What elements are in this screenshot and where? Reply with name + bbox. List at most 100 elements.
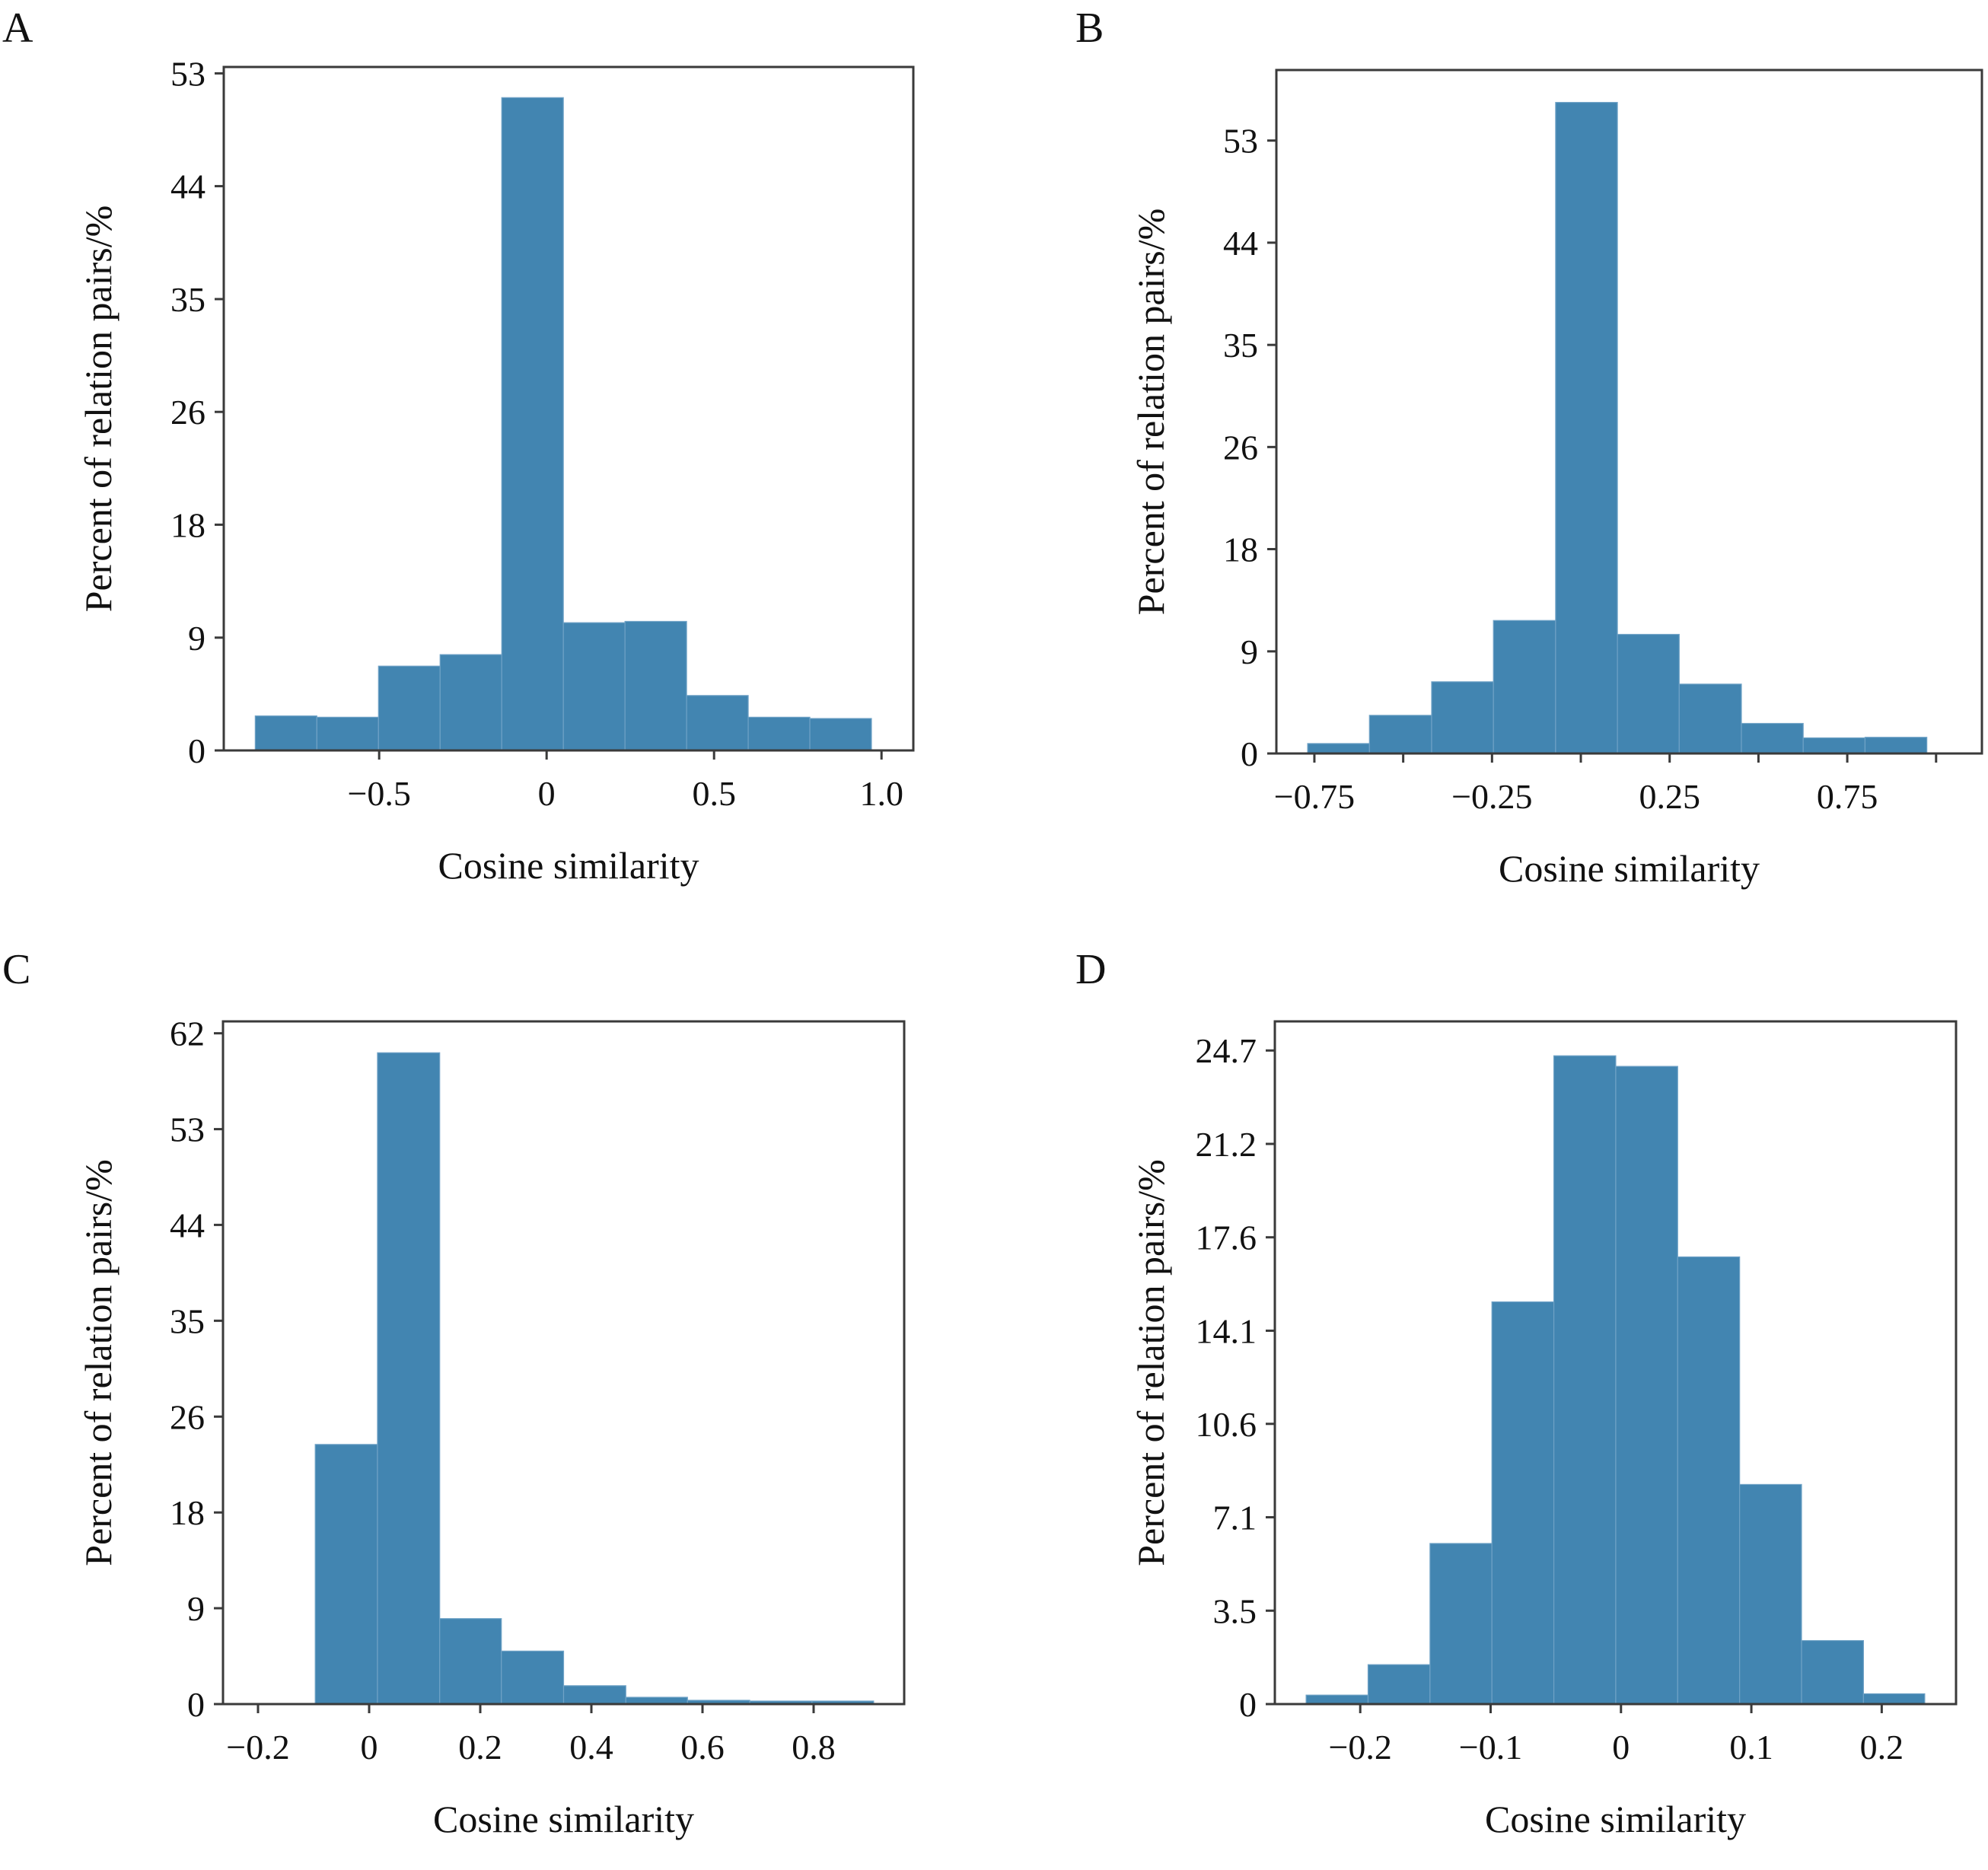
x-tick-label: 0.75 <box>1817 777 1878 816</box>
histogram-bar <box>1307 743 1370 754</box>
x-tick-label: 0 <box>360 1728 378 1766</box>
y-ticks: 0 9 18 26 35 44 53 62 <box>170 1015 223 1724</box>
y-tick-label: 26 <box>170 1397 205 1436</box>
histogram-bar <box>747 716 811 751</box>
x-axis-label: Cosine similarity <box>438 844 699 887</box>
panel-label: B <box>1075 5 1104 52</box>
histogram-bar <box>1677 1256 1741 1705</box>
y-tick-label: 24.7 <box>1196 1031 1257 1070</box>
x-tick-label: 0.1 <box>1729 1728 1773 1766</box>
y-tick-label: 9 <box>187 1589 205 1628</box>
y-tick-label: 18 <box>170 505 205 544</box>
panel-label: A <box>2 5 33 52</box>
panel-a: A −0.5 0 0.5 1.0 0 9 18 26 35 44 53 Cosine simila… <box>2 5 915 887</box>
x-tick-label: 0.4 <box>569 1728 613 1766</box>
bars <box>254 97 872 751</box>
histogram-bar <box>1305 1694 1369 1705</box>
histogram-bar <box>562 1685 626 1705</box>
y-tick-label: 3.5 <box>1213 1591 1257 1630</box>
histogram-bar <box>1864 737 1928 754</box>
y-tick-label: 53 <box>1223 122 1258 161</box>
panel-label: C <box>2 946 30 993</box>
x-ticks: −0.5 0 0.5 1.0 <box>347 750 903 813</box>
y-tick-label: 17.6 <box>1196 1219 1257 1257</box>
y-ticks: 0 3.5 7.1 10.6 14.1 17.6 21.2 24.7 <box>1196 1031 1275 1724</box>
x-tick-label: 0.25 <box>1639 777 1700 816</box>
histogram-bar <box>1739 1483 1802 1705</box>
y-tick-label: 53 <box>170 1110 205 1149</box>
y-tick-label: 26 <box>1223 428 1258 467</box>
x-tick-label: −0.25 <box>1451 777 1532 816</box>
x-tick-label: −0.2 <box>1328 1728 1391 1766</box>
histogram-bar <box>501 1650 565 1705</box>
y-axis-label: Percent of relation pairs/% <box>1129 1159 1172 1566</box>
histogram-bar <box>1801 1639 1864 1705</box>
histogram-bar <box>1741 722 1804 754</box>
y-axis-label: Percent of relation pairs/% <box>77 205 119 613</box>
histogram-bar <box>501 97 564 751</box>
y-tick-label: 44 <box>1223 224 1258 263</box>
histogram-bar <box>1555 101 1618 754</box>
plot-frame <box>1273 1020 1958 1706</box>
x-ticks: −0.2 −0.1 0 0.1 0.2 <box>1328 1704 1904 1766</box>
histogram-bar <box>377 1052 441 1705</box>
panel-b: B −0.75 −0.25 0.25 0.75 0 9 18 26 35 44 53 Cosine… <box>1075 5 1983 890</box>
x-axis-label: Cosine similarity <box>1485 1798 1746 1840</box>
x-tick-label: −0.2 <box>226 1728 289 1766</box>
histogram-bar <box>439 654 502 751</box>
histogram-bar <box>1431 681 1494 754</box>
histogram-bar <box>314 1444 378 1705</box>
histogram-bar <box>1615 1066 1678 1705</box>
y-tick-label: 9 <box>188 619 205 658</box>
histogram-bar <box>439 1618 502 1705</box>
x-tick-label: 0.6 <box>680 1728 725 1766</box>
histogram-bar <box>1617 633 1680 754</box>
y-tick-label: 35 <box>1223 326 1258 365</box>
plot-frame <box>221 1020 906 1706</box>
histogram-bar <box>1491 1301 1555 1705</box>
y-tick-label: 21.2 <box>1196 1125 1257 1164</box>
plot-frame <box>1275 68 1983 755</box>
y-tick-label: 62 <box>170 1015 205 1053</box>
bars <box>1307 101 1928 754</box>
histogram-bar <box>624 620 687 751</box>
x-tick-label: 0 <box>1612 1728 1630 1766</box>
y-ticks: 0 9 18 26 35 44 53 <box>1223 122 1276 773</box>
x-ticks: −0.2 0 0.2 0.4 0.6 0.8 <box>226 1704 836 1766</box>
y-tick-label: 35 <box>170 1301 205 1340</box>
y-tick-label: 26 <box>170 393 205 432</box>
y-tick-label: 53 <box>170 54 205 93</box>
x-tick-label: −0.1 <box>1459 1728 1522 1766</box>
x-axis-label: Cosine similarity <box>1499 847 1760 890</box>
histogram-bar <box>1802 737 1866 754</box>
x-tick-label: 1.0 <box>859 774 903 813</box>
panel-d: D −0.2 −0.1 0 0.1 0.2 0 3.5 7.1 10.6 14.1 17.6 21.… <box>1075 946 1958 1840</box>
x-tick-label: 0.8 <box>792 1728 836 1766</box>
histogram-bar <box>1862 1693 1926 1705</box>
y-tick-label: 0 <box>187 1685 205 1724</box>
histogram-bar <box>686 695 749 751</box>
x-tick-label: 0.5 <box>692 774 736 813</box>
histogram-bar <box>316 716 379 751</box>
x-tick-label: −0.5 <box>347 774 410 813</box>
histogram-bar <box>378 665 441 751</box>
x-tick-label: 0.2 <box>1860 1728 1904 1766</box>
histogram-bar <box>254 715 317 751</box>
y-tick-label: 0 <box>1239 1685 1257 1724</box>
y-axis-label: Percent of relation pairs/% <box>77 1159 119 1566</box>
histogram-bar <box>809 718 872 751</box>
plot-frame <box>222 65 915 752</box>
bars <box>252 1052 875 1705</box>
histogram-bar <box>1678 683 1742 754</box>
y-tick-label: 18 <box>170 1493 205 1532</box>
histogram-bar <box>1553 1055 1617 1705</box>
histogram-bar <box>1368 715 1432 754</box>
histogram-bar <box>1493 620 1556 754</box>
y-tick-label: 9 <box>1241 632 1258 671</box>
y-ticks: 0 9 18 26 35 44 53 <box>170 54 224 770</box>
y-tick-label: 7.1 <box>1213 1499 1257 1537</box>
panel-label: D <box>1075 946 1106 993</box>
histogram-bar <box>562 622 626 751</box>
y-tick-label: 35 <box>170 280 205 319</box>
